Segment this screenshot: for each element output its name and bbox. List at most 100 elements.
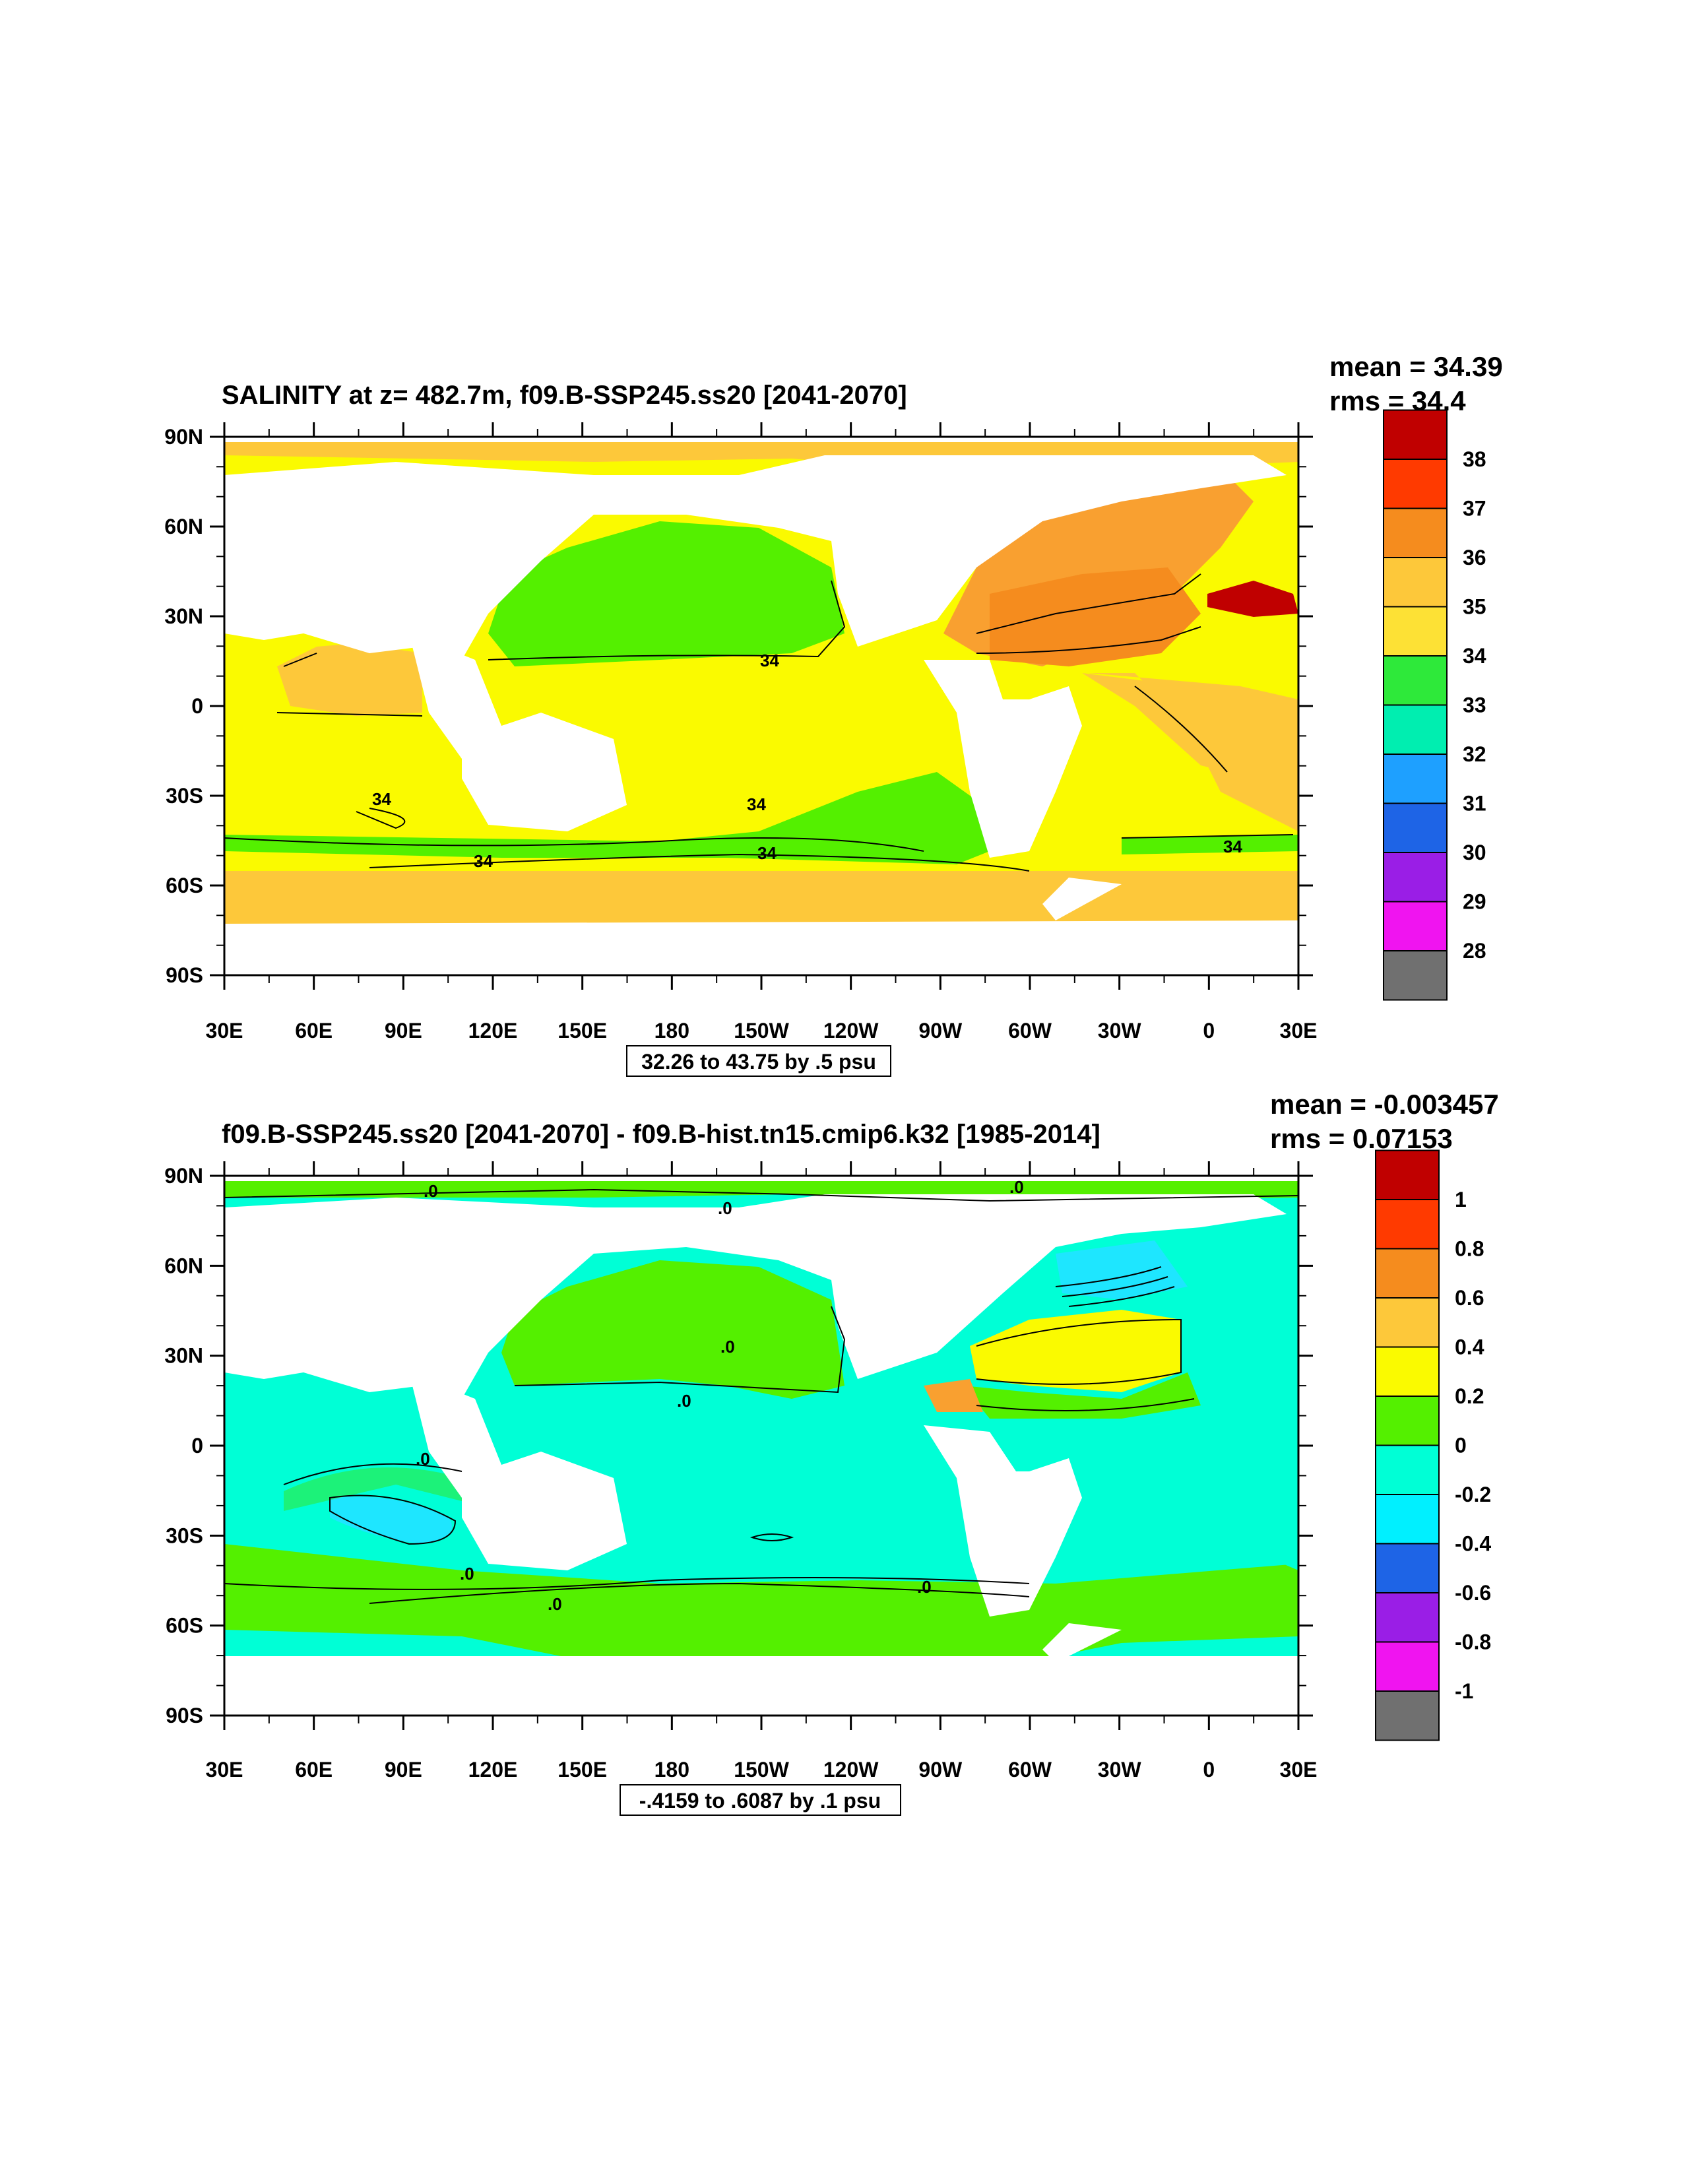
lon-tick-label: 30E	[1280, 1758, 1318, 1782]
colorbar-label: 33	[1463, 693, 1486, 717]
lat-tick-label: 90N	[164, 425, 203, 449]
panel-2-mean: mean = -0.003457	[1270, 1089, 1499, 1120]
panel-1-info-box	[626, 1045, 891, 1077]
lon-tick-label: 120E	[468, 1758, 518, 1782]
panel-1-axes: 90N 60N 30N 0 30S 60S 90S 30E 60E 90E 120E 150E 180 1…	[164, 422, 1317, 1043]
lon-tick-label: 180	[654, 1758, 689, 1782]
colorbar-box	[1375, 1543, 1440, 1593]
antarctica-land	[224, 920, 1298, 944]
australia-land	[462, 713, 627, 831]
lon-tick-label: 0	[1203, 1758, 1215, 1782]
colorbar-box	[1375, 1248, 1440, 1299]
colorbar-box	[1383, 704, 1448, 755]
colorbar-label: 34	[1463, 644, 1486, 668]
colorbar-box	[1383, 459, 1448, 509]
eurasia-land	[224, 455, 1287, 660]
colorbar-box	[1383, 802, 1448, 853]
east-atlantic	[1089, 673, 1298, 831]
colorbar-label: 0.2	[1455, 1384, 1484, 1408]
colorbar-box	[1375, 1396, 1440, 1446]
lon-tick-label: 90E	[385, 1758, 422, 1782]
colorbar-label: -0.8	[1455, 1630, 1491, 1654]
lon-tick-label: 30W	[1098, 1019, 1142, 1043]
lat-tick-label: 30S	[166, 1524, 203, 1547]
colorbar-box	[1375, 1641, 1440, 1692]
indian-ocean-green	[284, 1467, 475, 1511]
colorbar-box	[1375, 1346, 1440, 1397]
panel-2-rms: rms = 0.07153	[1270, 1123, 1453, 1154]
lon-tick-label: 30W	[1098, 1758, 1142, 1782]
se-asia-land	[409, 633, 501, 759]
south-america-land	[924, 1425, 1082, 1617]
panel-2-colorbar: 1 0.8 0.6 0.4 0.2 0 -0.2 -0.4 -0.6 -0.8 -1	[1375, 1149, 1491, 1741]
colorbar-box	[1383, 754, 1448, 804]
colorbar-box	[1375, 1592, 1440, 1643]
arabian-sea-orange	[277, 643, 422, 716]
colorbar-box	[1375, 1149, 1440, 1200]
lat-tick-label: 60N	[164, 515, 203, 538]
lat-tick-label: 90S	[166, 963, 203, 987]
colorbar-box	[1375, 1444, 1440, 1495]
panel-1-map: 34 34 34 34 34 34	[224, 442, 1298, 944]
lon-tick-label: 120W	[823, 1758, 879, 1782]
colorbar-label: 37	[1463, 497, 1486, 521]
panel-2-contour-info: -.4159 to .6087 by .1 psu	[639, 1789, 881, 1813]
colorbar-box	[1375, 1690, 1440, 1741]
panel-2-contour-label: .0	[424, 1181, 438, 1201]
panel-2-contour-label: .0	[720, 1337, 735, 1357]
colorbar-label: 36	[1463, 546, 1486, 569]
lon-tick-label: 150E	[558, 1019, 607, 1043]
panel-1-colorbar: 38 37 36 35 34 33 32 31 30 29 28	[1383, 409, 1486, 1001]
lon-tick-label: 180	[654, 1019, 689, 1043]
colorbar-box	[1383, 655, 1448, 706]
panel-2-contour-label: .0	[460, 1564, 474, 1584]
gulf-orange	[924, 1379, 983, 1412]
north-pacific-green	[501, 1260, 844, 1399]
panel-1-contour-label: 34	[372, 789, 391, 809]
panel-1-contour-label: 34	[760, 651, 779, 670]
colorbar-box	[1383, 950, 1448, 1001]
panel-2-contour-label: .0	[1009, 1177, 1024, 1197]
lon-tick-label: 150W	[734, 1019, 789, 1043]
lat-tick-label: 30N	[164, 604, 203, 628]
colorbar-label: 30	[1463, 841, 1486, 864]
panel-2-contour-label: .0	[416, 1449, 430, 1469]
lat-tick-label: 30N	[164, 1344, 203, 1368]
lat-tick-label: 30S	[166, 784, 203, 808]
panel-2: f09.B-SSP245.ss20 [2041-2070] - f09.B-hi…	[164, 1089, 1499, 1816]
lon-tick-label: 60E	[295, 1019, 333, 1043]
colorbar-box	[1383, 901, 1448, 951]
australia-land	[462, 1452, 627, 1570]
colorbar-box	[1383, 606, 1448, 657]
colorbar-label: 0	[1455, 1434, 1467, 1458]
colorbar-label: 0.8	[1455, 1237, 1484, 1261]
colorbar-box	[1383, 852, 1448, 903]
lon-tick-label: 90E	[385, 1019, 422, 1043]
panel-2-contours	[224, 1188, 1299, 1604]
panel-2-contour-label: .0	[677, 1391, 691, 1411]
panel-1-contours	[224, 573, 1294, 872]
lat-tick-label: 90S	[166, 1704, 203, 1727]
antarctica-land	[224, 1656, 1298, 1689]
lat-tick-label: 60S	[166, 874, 203, 897]
panel-2-contour-label: .0	[718, 1198, 732, 1218]
colorbar-label: 31	[1463, 792, 1486, 816]
panel-1-contour-info: 32.26 to 43.75 by .5 psu	[641, 1050, 876, 1074]
atlantic-green-strip	[1122, 835, 1298, 854]
lon-tick-label: 60W	[1008, 1758, 1052, 1782]
colorbar-box	[1375, 1494, 1440, 1545]
lon-tick-label: 0	[1203, 1019, 1215, 1043]
north-pacific-green	[488, 521, 844, 666]
colorbar-box	[1383, 409, 1448, 460]
lat-tick-label: 90N	[164, 1164, 203, 1188]
south-america-land	[924, 660, 1082, 858]
panel-2-contour-label: .0	[548, 1594, 562, 1614]
antarctic-peninsula	[1042, 1623, 1122, 1663]
panel-1-mean: mean = 34.39	[1329, 351, 1503, 382]
lat-tick-label: 60S	[166, 1614, 203, 1638]
southern-green-band	[224, 772, 990, 864]
panel-1-title: SALINITY at z= 482.7m, f09.B-SSP245.ss20…	[222, 381, 907, 410]
labrador-sea-blue	[1056, 1240, 1188, 1300]
panel-1-contour-label: 34	[474, 851, 493, 871]
land-masses	[224, 1194, 1298, 1689]
